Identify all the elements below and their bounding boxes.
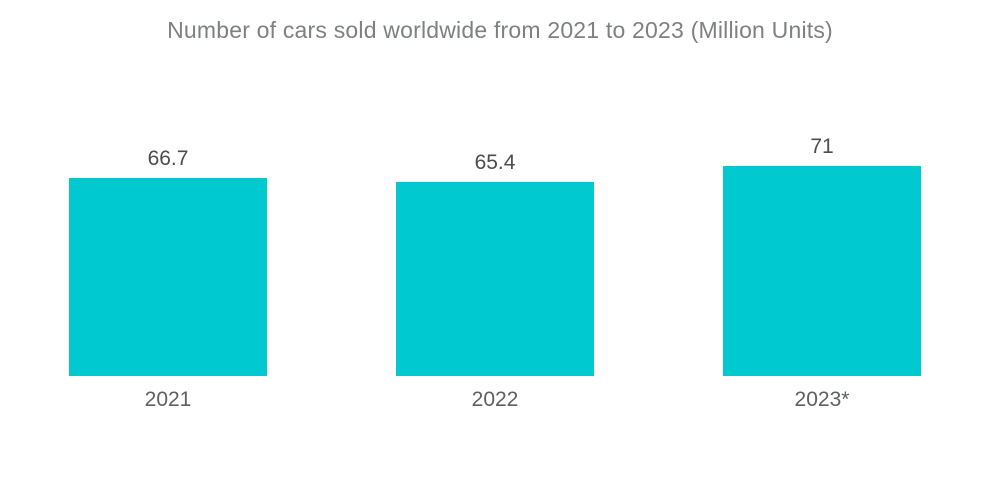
bar [69, 178, 267, 376]
bar-group-2022: 65.4 2022 [396, 0, 594, 410]
bar-chart: 66.7 2021 65.4 2022 71 2023* [69, 0, 921, 410]
category-label: 2021 [144, 388, 192, 411]
value-label: 66.7 [147, 147, 189, 171]
category-label: 2022 [471, 388, 519, 411]
bar [723, 165, 921, 376]
category-label: 2023* [794, 388, 850, 411]
bar-group-2023: 71 2023* [723, 0, 921, 410]
value-label: 65.4 [474, 151, 516, 175]
bar-area: 65.4 [396, 0, 594, 376]
chart-title: Number of cars sold worldwide from 2021 … [167, 17, 833, 43]
bar-group-2021: 66.7 2021 [69, 0, 267, 410]
value-label: 71 [810, 134, 834, 158]
bar-area: 66.7 [69, 0, 267, 376]
bar [396, 182, 594, 376]
bar-area: 71 [723, 0, 921, 376]
